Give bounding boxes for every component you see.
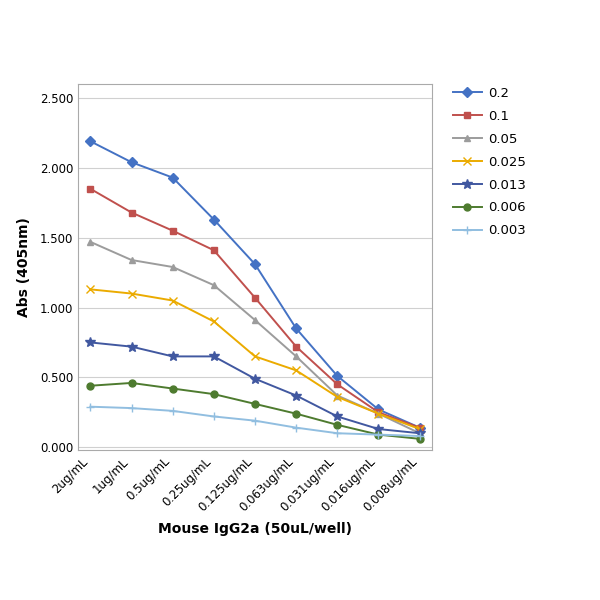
0.2	[128, 158, 135, 166]
Line: 0.1: 0.1	[87, 185, 423, 431]
Line: 0.006: 0.006	[87, 379, 423, 442]
0.025	[210, 318, 217, 325]
0.05	[334, 392, 341, 399]
0.003	[293, 424, 300, 431]
0.006	[128, 379, 135, 386]
0.003	[334, 430, 341, 437]
0.013	[334, 413, 341, 420]
0.1	[293, 343, 300, 350]
0.05	[87, 238, 94, 245]
Line: 0.025: 0.025	[86, 285, 424, 433]
0.05	[128, 256, 135, 263]
0.006	[293, 410, 300, 417]
0.006	[334, 421, 341, 428]
0.013	[128, 343, 135, 350]
0.1	[87, 185, 94, 193]
0.05	[375, 410, 382, 417]
0.2	[375, 406, 382, 413]
0.013	[375, 425, 382, 433]
Line: 0.2: 0.2	[87, 138, 423, 431]
0.1	[210, 247, 217, 254]
0.003	[169, 407, 176, 415]
0.1	[416, 424, 423, 431]
0.003	[128, 404, 135, 412]
0.025	[293, 367, 300, 374]
0.013	[416, 430, 423, 437]
0.006	[87, 382, 94, 389]
0.013	[169, 353, 176, 360]
0.025	[416, 425, 423, 433]
0.2	[293, 325, 300, 332]
0.2	[416, 424, 423, 431]
0.1	[128, 209, 135, 216]
0.05	[169, 263, 176, 271]
0.1	[375, 409, 382, 416]
0.05	[251, 316, 259, 323]
X-axis label: Mouse IgG2a (50uL/well): Mouse IgG2a (50uL/well)	[158, 522, 352, 536]
0.1	[334, 381, 341, 388]
Line: 0.013: 0.013	[85, 338, 425, 438]
0.05	[416, 430, 423, 437]
0.025	[375, 410, 382, 417]
0.2	[87, 137, 94, 145]
Line: 0.003: 0.003	[86, 403, 424, 440]
0.006	[251, 400, 259, 407]
0.003	[251, 417, 259, 424]
0.025	[334, 394, 341, 401]
0.006	[210, 391, 217, 398]
0.006	[416, 435, 423, 442]
0.003	[210, 413, 217, 420]
0.003	[87, 403, 94, 410]
0.1	[251, 294, 259, 301]
Y-axis label: Abs (405nm): Abs (405nm)	[17, 217, 31, 317]
0.025	[128, 290, 135, 297]
0.2	[210, 216, 217, 223]
0.05	[210, 281, 217, 289]
0.013	[87, 339, 94, 346]
Line: 0.05: 0.05	[87, 238, 423, 437]
0.003	[375, 431, 382, 438]
0.1	[169, 227, 176, 234]
0.2	[334, 373, 341, 380]
0.025	[251, 353, 259, 360]
0.013	[210, 353, 217, 360]
0.013	[293, 392, 300, 399]
Legend: 0.2, 0.1, 0.05, 0.025, 0.013, 0.006, 0.003: 0.2, 0.1, 0.05, 0.025, 0.013, 0.006, 0.0…	[453, 87, 526, 238]
0.025	[87, 286, 94, 293]
0.003	[416, 433, 423, 440]
0.025	[169, 297, 176, 304]
0.013	[251, 375, 259, 382]
0.05	[293, 353, 300, 360]
0.006	[169, 385, 176, 392]
0.006	[375, 431, 382, 438]
0.2	[169, 174, 176, 181]
0.2	[251, 260, 259, 268]
